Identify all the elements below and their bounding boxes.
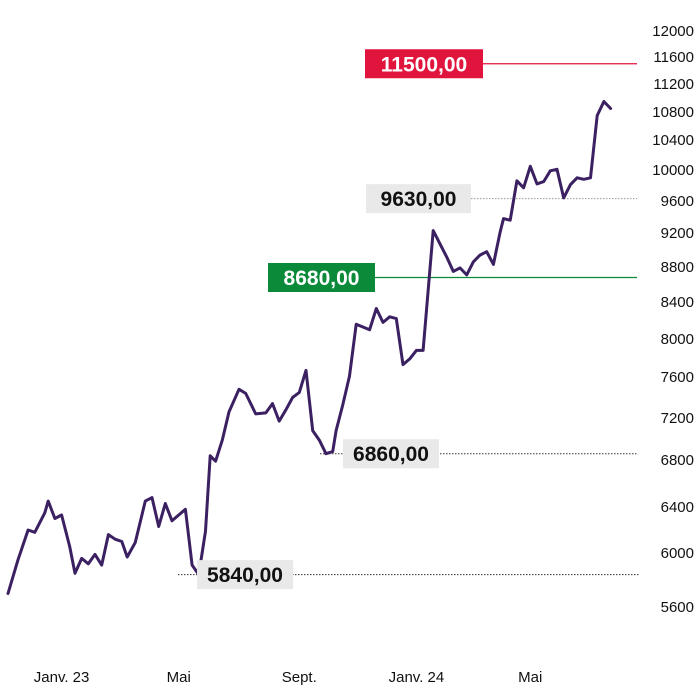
y-tick-label: 7600 [661, 369, 694, 386]
y-tick-label: 9200 [661, 225, 694, 242]
y-tick-label: 10800 [652, 104, 694, 121]
level-labels: 11500,00 9630,00 8680,00 6860,00 5840,00 [197, 49, 483, 590]
y-tick-label: 12000 [652, 23, 694, 40]
level-label-box [343, 439, 439, 469]
level-label-box [197, 560, 293, 590]
level-label: 9630,00 [381, 188, 457, 211]
y-tick-label: 8400 [661, 294, 694, 311]
y-tick-label: 11200 [653, 76, 694, 93]
series-layer [6, 100, 613, 595]
x-tick-label: Janv. 24 [389, 669, 445, 686]
y-tick-label: 10000 [652, 162, 694, 179]
level-label-box [366, 184, 471, 214]
x-tick-label: Mai [518, 669, 542, 686]
y-tick-label: 8000 [661, 331, 694, 348]
y-tick-label: 11600 [653, 49, 694, 66]
x-axis: Janv. 23 Mai Sept. Janv. 24 Mai [34, 669, 543, 686]
level-label: 5840,00 [207, 564, 283, 587]
reference-levels [178, 63, 640, 576]
y-tick-label: 6800 [661, 452, 694, 469]
level-label-box [365, 49, 483, 79]
level-label: 8680,00 [284, 267, 360, 290]
y-tick-label: 6400 [661, 499, 694, 516]
y-axis: 12000 11600 11200 10800 10400 10000 9600 9200 88… [652, 23, 694, 616]
x-tick-label: Sept. [282, 669, 317, 686]
x-tick-label: Mai [167, 669, 191, 686]
level-label-box [268, 263, 375, 292]
y-tick-label: 10400 [652, 132, 694, 149]
y-tick-label: 9600 [661, 193, 694, 210]
y-tick-label: 5600 [661, 599, 694, 616]
x-tick-label: Janv. 23 [34, 669, 90, 686]
level-label: 6860,00 [353, 443, 429, 466]
y-tick-label: 8800 [661, 259, 694, 276]
series-line [6, 100, 613, 595]
y-tick-label: 6000 [661, 545, 694, 562]
level-label: 11500,00 [381, 53, 467, 76]
y-tick-label: 7200 [661, 410, 694, 427]
